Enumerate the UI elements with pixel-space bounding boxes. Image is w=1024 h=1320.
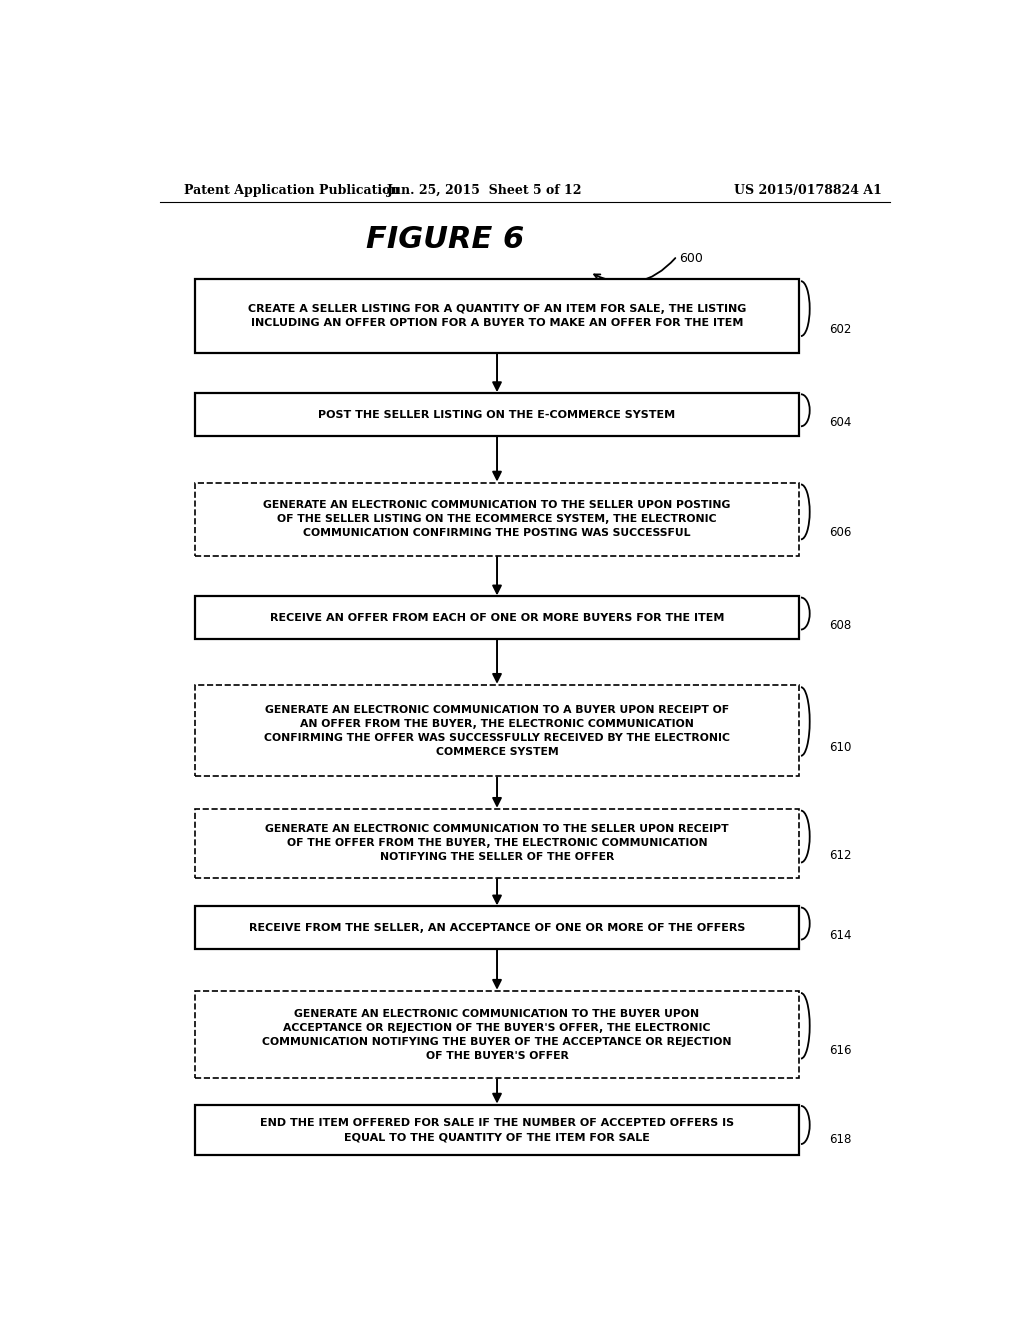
Bar [196,393,799,436]
Text: US 2015/0178824 A1: US 2015/0178824 A1 [734,185,882,198]
Text: 604: 604 [828,416,851,429]
Text: GENERATE AN ELECTRONIC COMMUNICATION TO THE BUYER UPON
ACCEPTANCE OR REJECTION O: GENERATE AN ELECTRONIC COMMUNICATION TO … [262,1008,732,1060]
Bar [196,597,799,639]
Text: CREATE A SELLER LISTING FOR A QUANTITY OF AN ITEM FOR SALE, THE LISTING
INCLUDIN: CREATE A SELLER LISTING FOR A QUANTITY O… [248,304,746,327]
Text: 610: 610 [828,741,851,754]
Bar [196,483,799,556]
Text: RECEIVE AN OFFER FROM EACH OF ONE OR MORE BUYERS FOR THE ITEM: RECEIVE AN OFFER FROM EACH OF ONE OR MOR… [270,612,724,623]
Text: 608: 608 [828,619,851,632]
Text: 600: 600 [680,252,703,264]
Text: POST THE SELLER LISTING ON THE E-COMMERCE SYSTEM: POST THE SELLER LISTING ON THE E-COMMERC… [318,409,676,420]
Text: Jun. 25, 2015  Sheet 5 of 12: Jun. 25, 2015 Sheet 5 of 12 [387,185,583,198]
Bar [196,809,799,878]
Text: 602: 602 [828,322,851,335]
Text: GENERATE AN ELECTRONIC COMMUNICATION TO THE SELLER UPON POSTING
OF THE SELLER LI: GENERATE AN ELECTRONIC COMMUNICATION TO … [263,500,731,539]
Text: 614: 614 [828,929,851,942]
Text: FIGURE 6: FIGURE 6 [367,226,524,255]
Text: 618: 618 [828,1133,851,1146]
Text: GENERATE AN ELECTRONIC COMMUNICATION TO THE SELLER UPON RECEIPT
OF THE OFFER FRO: GENERATE AN ELECTRONIC COMMUNICATION TO … [265,825,729,862]
Bar [196,685,799,776]
Bar [196,991,799,1078]
Text: GENERATE AN ELECTRONIC COMMUNICATION TO A BUYER UPON RECEIPT OF
AN OFFER FROM TH: GENERATE AN ELECTRONIC COMMUNICATION TO … [264,705,730,756]
Text: 616: 616 [828,1044,851,1057]
Bar [196,280,799,352]
Bar [196,907,799,949]
Text: RECEIVE FROM THE SELLER, AN ACCEPTANCE OF ONE OR MORE OF THE OFFERS: RECEIVE FROM THE SELLER, AN ACCEPTANCE O… [249,923,745,933]
Text: 606: 606 [828,525,851,539]
Text: Patent Application Publication: Patent Application Publication [183,185,399,198]
Bar [196,1105,799,1155]
Text: END THE ITEM OFFERED FOR SALE IF THE NUMBER OF ACCEPTED OFFERS IS
EQUAL TO THE Q: END THE ITEM OFFERED FOR SALE IF THE NUM… [260,1118,734,1142]
Text: 612: 612 [828,849,851,862]
